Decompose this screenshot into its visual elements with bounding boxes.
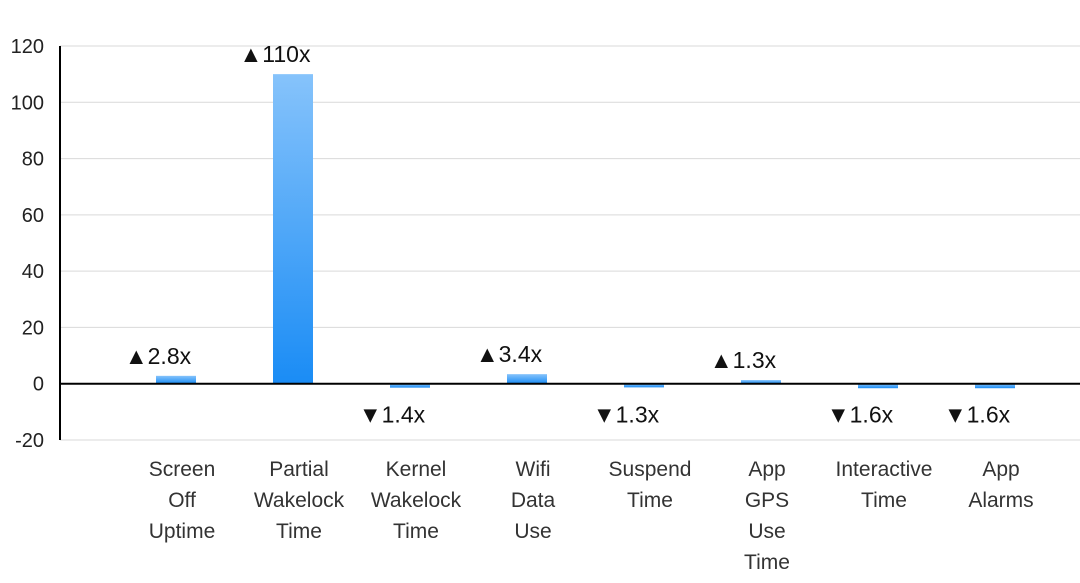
category-label: Screen Off Uptime bbox=[149, 458, 216, 543]
bars bbox=[156, 74, 1015, 389]
category-label-line: Screen bbox=[149, 458, 216, 481]
bar bbox=[975, 383, 1015, 389]
category-label-line: Uptime bbox=[149, 520, 216, 543]
bar bbox=[156, 375, 196, 384]
data-labels: ▲2.8x ▲110x ▼1.4x ▲3.4x ▼1.3x ▲1.3x ▼1.6x ▼1.6x bbox=[125, 41, 1011, 428]
category-label-line: Time bbox=[393, 520, 439, 543]
category-label-line: Time bbox=[276, 520, 322, 543]
data-label: ▼1.4x bbox=[359, 402, 426, 428]
bar bbox=[858, 383, 898, 389]
y-tick-label: 40 bbox=[22, 261, 44, 283]
category-label-line: Time bbox=[744, 551, 790, 574]
category-label-line: Partial bbox=[269, 458, 329, 481]
category-label: Kernel Wakelock Time bbox=[371, 458, 462, 543]
category-label-line: Interactive bbox=[836, 458, 933, 481]
bar bbox=[273, 74, 313, 384]
y-tick-label: 20 bbox=[22, 317, 44, 339]
category-label-line: Use bbox=[748, 520, 785, 543]
y-tick-label: -20 bbox=[15, 430, 44, 452]
category-label: Wifi Data Use bbox=[511, 458, 556, 543]
bar bbox=[390, 383, 430, 388]
category-label-line: Suspend bbox=[609, 458, 692, 481]
data-label: ▼1.6x bbox=[827, 402, 894, 428]
category-label-line: Use bbox=[514, 520, 551, 543]
category-label-line: Time bbox=[861, 489, 907, 512]
category-label-line: Wifi bbox=[516, 458, 551, 481]
category-label-line: Wakelock bbox=[254, 489, 345, 512]
bar bbox=[624, 383, 664, 388]
data-label: ▲1.3x bbox=[710, 347, 777, 373]
category-label-line: Wakelock bbox=[371, 489, 462, 512]
category-labels: ScreenOffUptimePartialWakelockTimeKernel… bbox=[149, 458, 1034, 574]
gridlines bbox=[60, 45, 1080, 441]
data-label: ▲2.8x bbox=[125, 343, 192, 369]
category-label-line: Data bbox=[511, 489, 556, 512]
category-label: App Alarms bbox=[968, 458, 1033, 512]
category-label-line: GPS bbox=[745, 489, 789, 512]
y-tick-label: 100 bbox=[11, 92, 44, 114]
y-axis-tick-labels: 120 100 80 60 40 20 0 -20 bbox=[11, 36, 44, 452]
y-tick-label: 80 bbox=[22, 149, 44, 171]
y-tick-label: 0 bbox=[33, 374, 44, 396]
category-label: App GPS Use Time bbox=[744, 458, 790, 574]
bar bbox=[507, 374, 547, 384]
category-label-line: Time bbox=[627, 489, 673, 512]
category-label: Interactive Time bbox=[836, 458, 933, 512]
category-label-line: App bbox=[982, 458, 1019, 481]
axes bbox=[59, 46, 1080, 440]
y-tick-label: 60 bbox=[22, 205, 44, 227]
data-label: ▲3.4x bbox=[476, 341, 543, 367]
data-label: ▼1.6x bbox=[944, 402, 1011, 428]
data-label: ▼1.3x bbox=[593, 402, 660, 428]
category-label-line: App bbox=[748, 458, 785, 481]
data-label: ▲110x bbox=[240, 41, 311, 67]
category-label-line: Kernel bbox=[386, 458, 447, 481]
category-label: Suspend Time bbox=[609, 458, 692, 512]
category-label: Partial Wakelock Time bbox=[254, 458, 345, 543]
category-label-line: Alarms bbox=[968, 489, 1033, 512]
bar bbox=[741, 380, 781, 384]
y-tick-label: 120 bbox=[11, 36, 44, 58]
category-label-line: Off bbox=[168, 489, 196, 512]
